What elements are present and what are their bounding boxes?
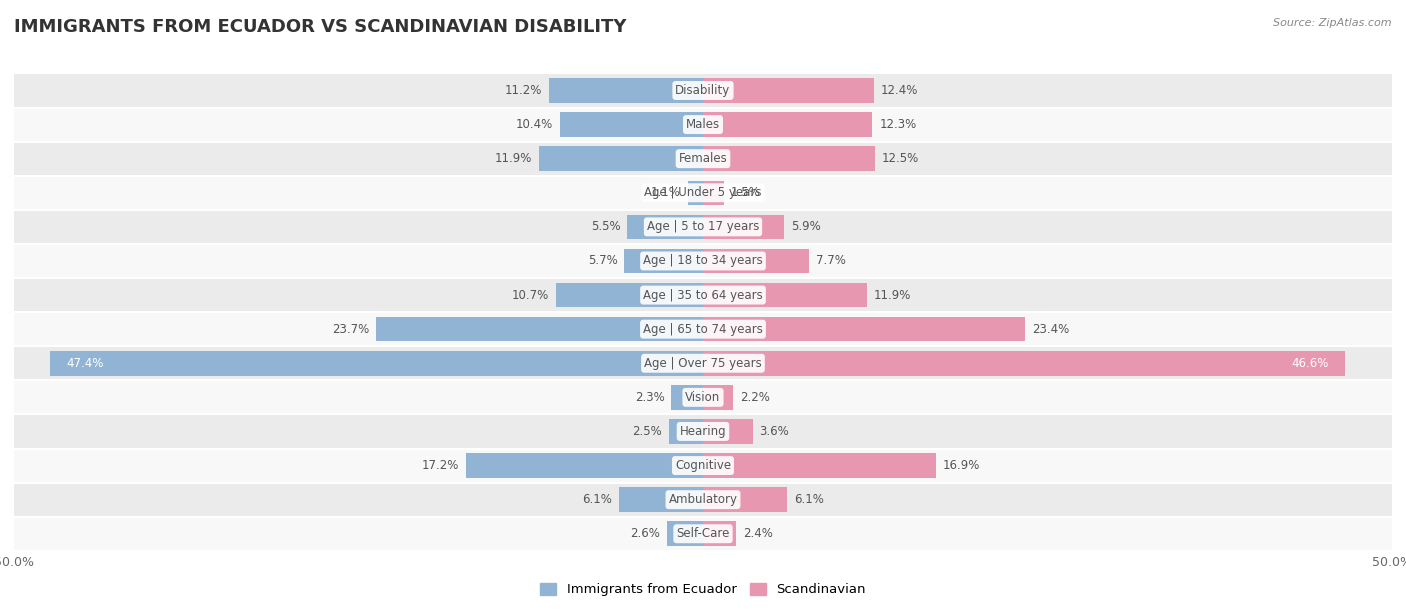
Text: 2.6%: 2.6% <box>630 528 661 540</box>
Text: Males: Males <box>686 118 720 131</box>
Text: Age | Under 5 years: Age | Under 5 years <box>644 186 762 200</box>
Text: 10.4%: 10.4% <box>516 118 553 131</box>
Text: 12.3%: 12.3% <box>879 118 917 131</box>
Text: 2.4%: 2.4% <box>742 528 773 540</box>
Bar <box>465 453 703 478</box>
Bar <box>14 483 1392 517</box>
Text: 5.9%: 5.9% <box>792 220 821 233</box>
Bar <box>668 521 703 546</box>
Bar <box>14 73 1392 108</box>
Bar <box>703 317 1025 341</box>
Bar <box>703 113 873 137</box>
Bar <box>14 449 1392 483</box>
Text: Vision: Vision <box>685 391 721 404</box>
Text: IMMIGRANTS FROM ECUADOR VS SCANDINAVIAN DISABILITY: IMMIGRANTS FROM ECUADOR VS SCANDINAVIAN … <box>14 18 627 36</box>
Bar <box>14 414 1392 449</box>
Text: Age | 18 to 34 years: Age | 18 to 34 years <box>643 255 763 267</box>
Bar <box>619 487 703 512</box>
Bar <box>703 487 787 512</box>
Text: Self-Care: Self-Care <box>676 528 730 540</box>
Bar <box>555 283 703 307</box>
Bar <box>703 283 868 307</box>
Bar <box>14 108 1392 141</box>
Bar <box>669 419 703 444</box>
Bar <box>703 181 724 205</box>
Text: 12.4%: 12.4% <box>880 84 918 97</box>
Text: 11.9%: 11.9% <box>875 289 911 302</box>
Text: 7.7%: 7.7% <box>815 255 846 267</box>
Bar <box>14 141 1392 176</box>
Bar <box>671 385 703 409</box>
Text: 11.9%: 11.9% <box>495 152 531 165</box>
Bar <box>703 453 936 478</box>
Text: Source: ZipAtlas.com: Source: ZipAtlas.com <box>1274 18 1392 28</box>
Bar <box>703 521 737 546</box>
Text: 23.4%: 23.4% <box>1032 323 1070 335</box>
Text: 12.5%: 12.5% <box>882 152 920 165</box>
Text: Disability: Disability <box>675 84 731 97</box>
Bar <box>14 176 1392 210</box>
Bar <box>14 346 1392 380</box>
Bar <box>14 210 1392 244</box>
Legend: Immigrants from Ecuador, Scandinavian: Immigrants from Ecuador, Scandinavian <box>536 578 870 602</box>
Text: Age | 65 to 74 years: Age | 65 to 74 years <box>643 323 763 335</box>
Bar <box>14 278 1392 312</box>
Text: 6.1%: 6.1% <box>582 493 612 506</box>
Bar <box>703 419 752 444</box>
Bar <box>14 312 1392 346</box>
Text: 11.2%: 11.2% <box>505 84 541 97</box>
Bar <box>688 181 703 205</box>
Text: Age | Over 75 years: Age | Over 75 years <box>644 357 762 370</box>
Text: Females: Females <box>679 152 727 165</box>
Text: 10.7%: 10.7% <box>512 289 548 302</box>
Text: Age | 5 to 17 years: Age | 5 to 17 years <box>647 220 759 233</box>
Bar <box>560 113 703 137</box>
Bar <box>703 248 808 273</box>
Bar <box>548 78 703 103</box>
Text: 1.5%: 1.5% <box>731 186 761 200</box>
Text: 5.7%: 5.7% <box>588 255 617 267</box>
Bar <box>14 380 1392 414</box>
Bar <box>377 317 703 341</box>
Text: 2.3%: 2.3% <box>634 391 665 404</box>
Text: 5.5%: 5.5% <box>591 220 620 233</box>
Bar <box>14 244 1392 278</box>
Text: 47.4%: 47.4% <box>66 357 104 370</box>
Bar <box>703 215 785 239</box>
Text: Cognitive: Cognitive <box>675 459 731 472</box>
Bar <box>538 146 703 171</box>
Bar <box>624 248 703 273</box>
Text: 2.5%: 2.5% <box>631 425 662 438</box>
Bar <box>49 351 703 376</box>
Text: 23.7%: 23.7% <box>332 323 370 335</box>
Text: 17.2%: 17.2% <box>422 459 460 472</box>
Bar <box>14 517 1392 551</box>
Bar <box>703 78 875 103</box>
Bar <box>703 351 1346 376</box>
Bar <box>627 215 703 239</box>
Text: 1.1%: 1.1% <box>651 186 681 200</box>
Text: Hearing: Hearing <box>679 425 727 438</box>
Bar <box>703 385 734 409</box>
Text: Ambulatory: Ambulatory <box>668 493 738 506</box>
Text: 46.6%: 46.6% <box>1291 357 1329 370</box>
Text: Age | 35 to 64 years: Age | 35 to 64 years <box>643 289 763 302</box>
Text: 16.9%: 16.9% <box>943 459 980 472</box>
Text: 6.1%: 6.1% <box>794 493 824 506</box>
Bar <box>703 146 875 171</box>
Text: 2.2%: 2.2% <box>740 391 770 404</box>
Text: 3.6%: 3.6% <box>759 425 789 438</box>
